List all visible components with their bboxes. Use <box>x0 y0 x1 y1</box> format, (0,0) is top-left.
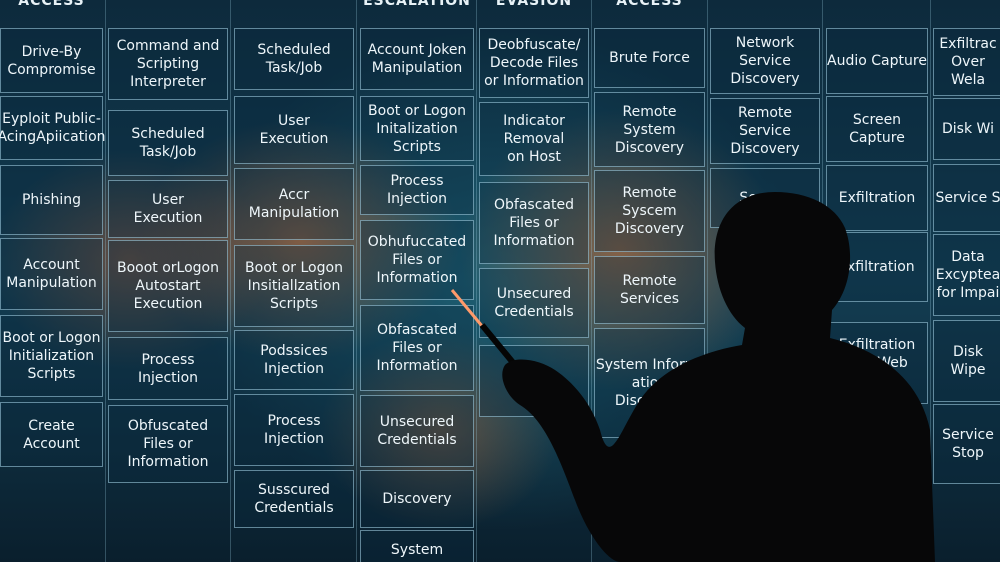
technique-cell: Boot or Logon Initalization Scripts <box>360 96 474 161</box>
technique-cell: Obfuscated Files or Information <box>108 405 228 483</box>
column-header: ACCESS <box>18 0 85 9</box>
technique-cell: Process Injection <box>108 337 228 400</box>
technique-cell: User Execution <box>234 96 354 164</box>
column-header: ESCALATION <box>363 0 471 9</box>
column-divider <box>105 0 106 562</box>
column-divider <box>230 0 231 562</box>
column-header: ACCESS <box>616 0 683 9</box>
technique-cell: Audio Capture <box>826 28 928 94</box>
technique-cell: Obfascated Files or Information <box>360 305 474 391</box>
technique-cell: Unsecured Credentials <box>360 395 474 467</box>
technique-cell: Booot orLogon Autostart Execution <box>108 240 228 332</box>
technique-cell: Scheduled Task/Job <box>234 28 354 90</box>
technique-cell: Discovery <box>360 470 474 528</box>
technique-cell: Network Service Discovery <box>710 28 820 94</box>
column-divider <box>707 0 708 562</box>
technique-cell: Deobfuscate/ Decode Files or Information <box>479 28 589 98</box>
technique-cell: Screen Capture <box>826 96 928 162</box>
technique-cell: Exfiltration <box>826 165 928 231</box>
technique-cell: Command and Scripting Interpreter <box>108 28 228 100</box>
technique-cell: Process Injection <box>360 165 474 215</box>
technique-cell: Process Injection <box>234 394 354 466</box>
technique-cell: Remote System Discovery <box>594 92 705 167</box>
stylus <box>479 323 518 367</box>
technique-cell: Brute Force <box>594 28 705 88</box>
technique-cell: Service Stop <box>933 404 1000 484</box>
technique-cell: Exfiltrac Over Wela <box>933 28 1000 96</box>
technique-cell: Data Excyptea for Impai <box>933 234 1000 316</box>
technique-cell: Eyploit Public- AcingApiication <box>0 96 106 160</box>
technique-cell: Obhufuccated Files or Information <box>360 220 474 300</box>
technique-cell: Disk Wi <box>933 98 1000 160</box>
technique-cell: Susscured Credentials <box>234 470 354 528</box>
column-divider <box>476 0 477 562</box>
technique-cell: Remote Service Discovery <box>710 98 820 164</box>
technique-cell: Account Joken Manipulation <box>360 28 474 90</box>
column-divider <box>356 0 357 562</box>
technique-cell: Indicator Removal on Host <box>479 102 589 176</box>
technique-cell: Boot or Logon Insitiallzation Scripts <box>234 245 354 327</box>
technique-cell: Drive-By Compromise <box>0 28 103 93</box>
technique-cell: Scheduled Task/Job <box>108 110 228 176</box>
technique-cell: Create Account <box>0 402 103 467</box>
technique-cell: User Execution <box>108 180 228 238</box>
technique-cell: Remote Syscem Discovery <box>594 170 705 252</box>
technique-cell: Unsecured Credentials <box>479 268 589 338</box>
column-header: EVASION <box>495 0 573 9</box>
column-divider <box>591 0 592 562</box>
person <box>502 192 935 562</box>
technique-cell: System <box>360 530 474 562</box>
technique-cell: Account Manipulation <box>0 238 103 310</box>
technique-cell: Accr Manipulation <box>234 168 354 240</box>
technique-cell: Boot or Logon Initialization Scripts <box>0 315 103 397</box>
technique-cell: Obfascated Files or Information <box>479 182 589 264</box>
technique-cell: Disk Wipe <box>933 320 1000 402</box>
technique-cell: Phishing <box>0 165 103 235</box>
technique-cell: Podssices Injection <box>234 330 354 390</box>
column-divider <box>930 0 931 562</box>
technique-cell: Remote Services <box>594 256 705 324</box>
technique-cell: Service S <box>933 164 1000 232</box>
